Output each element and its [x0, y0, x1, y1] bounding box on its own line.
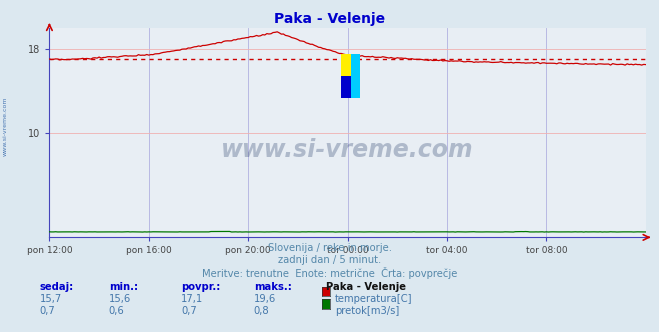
Text: 0,7: 0,7	[181, 306, 197, 316]
Text: maks.:: maks.:	[254, 282, 291, 291]
Text: 19,6: 19,6	[254, 294, 276, 304]
Text: povpr.:: povpr.:	[181, 282, 221, 291]
Bar	[341, 76, 351, 98]
Text: www.si-vreme.com: www.si-vreme.com	[3, 96, 8, 156]
Text: pretok[m3/s]: pretok[m3/s]	[335, 306, 399, 316]
Bar	[351, 76, 360, 98]
Text: Paka - Velenje: Paka - Velenje	[326, 282, 406, 291]
Bar	[341, 54, 351, 76]
Text: min.:: min.:	[109, 282, 138, 291]
Text: 15,7: 15,7	[40, 294, 62, 304]
Text: 0,7: 0,7	[40, 306, 55, 316]
Bar	[351, 54, 360, 76]
Text: zadnji dan / 5 minut.: zadnji dan / 5 minut.	[278, 255, 381, 265]
Text: 0,6: 0,6	[109, 306, 125, 316]
Text: www.si-vreme.com: www.si-vreme.com	[221, 137, 474, 162]
Text: 17,1: 17,1	[181, 294, 204, 304]
Text: Slovenija / reke in morje.: Slovenija / reke in morje.	[268, 243, 391, 253]
Text: temperatura[C]: temperatura[C]	[335, 294, 413, 304]
Text: sedaj:: sedaj:	[40, 282, 74, 291]
Text: 15,6: 15,6	[109, 294, 131, 304]
Text: 0,8: 0,8	[254, 306, 270, 316]
Text: Meritve: trenutne  Enote: metrične  Črta: povprečje: Meritve: trenutne Enote: metrične Črta: …	[202, 267, 457, 279]
Text: Paka - Velenje: Paka - Velenje	[274, 12, 385, 26]
